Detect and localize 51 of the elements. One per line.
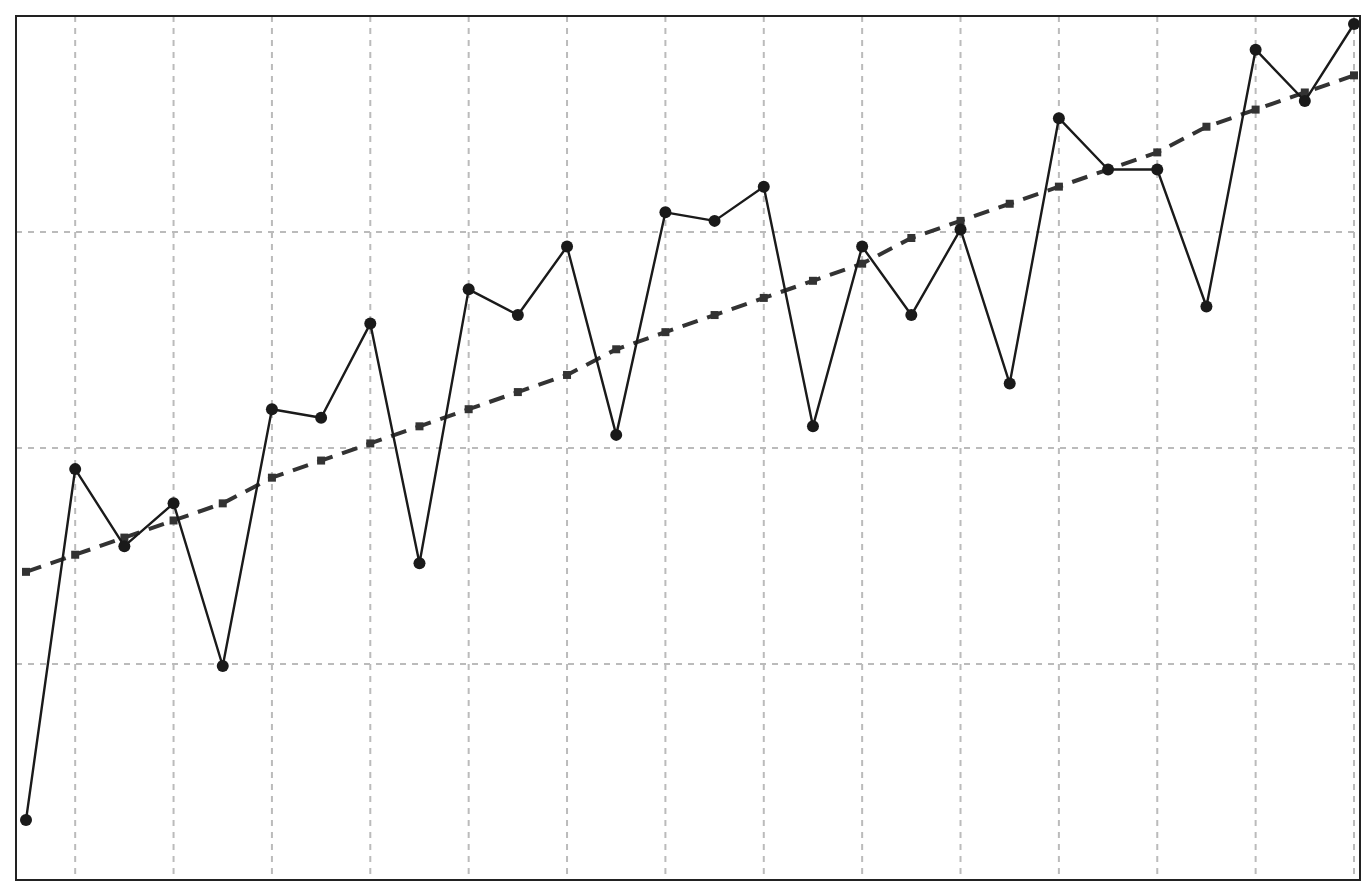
point [1350,71,1358,80]
point [708,214,721,227]
point [265,403,278,416]
point [757,180,770,193]
point [1003,377,1016,390]
point [954,223,967,236]
point [20,814,32,827]
point [759,293,768,302]
point [364,317,377,330]
point [808,276,817,285]
point [1200,300,1213,313]
point [1348,18,1360,30]
point [858,259,867,268]
point [71,550,80,559]
point [315,411,328,424]
point [317,456,326,465]
point [218,499,227,508]
point [659,206,672,219]
point [464,405,473,414]
point [1005,199,1014,208]
point [118,540,131,553]
point [561,240,574,253]
point [169,516,178,525]
point [612,345,621,354]
point [710,311,719,320]
point [1249,43,1262,56]
point [511,309,524,322]
point [513,388,522,397]
point [1298,95,1311,108]
point [905,309,918,322]
point [366,439,375,448]
point [1202,122,1211,131]
point [856,240,869,253]
point [462,283,475,296]
point [907,234,916,242]
point [1052,112,1065,125]
point [167,497,180,510]
point [69,463,82,476]
point [413,557,426,570]
point [267,473,276,482]
point [1054,182,1063,191]
point [216,660,229,672]
point [563,370,572,379]
point [1151,163,1164,176]
point [1153,148,1162,157]
point [661,328,670,337]
point [610,428,623,441]
point [806,420,819,433]
point [1251,105,1260,114]
point [22,567,30,576]
point [415,422,424,431]
